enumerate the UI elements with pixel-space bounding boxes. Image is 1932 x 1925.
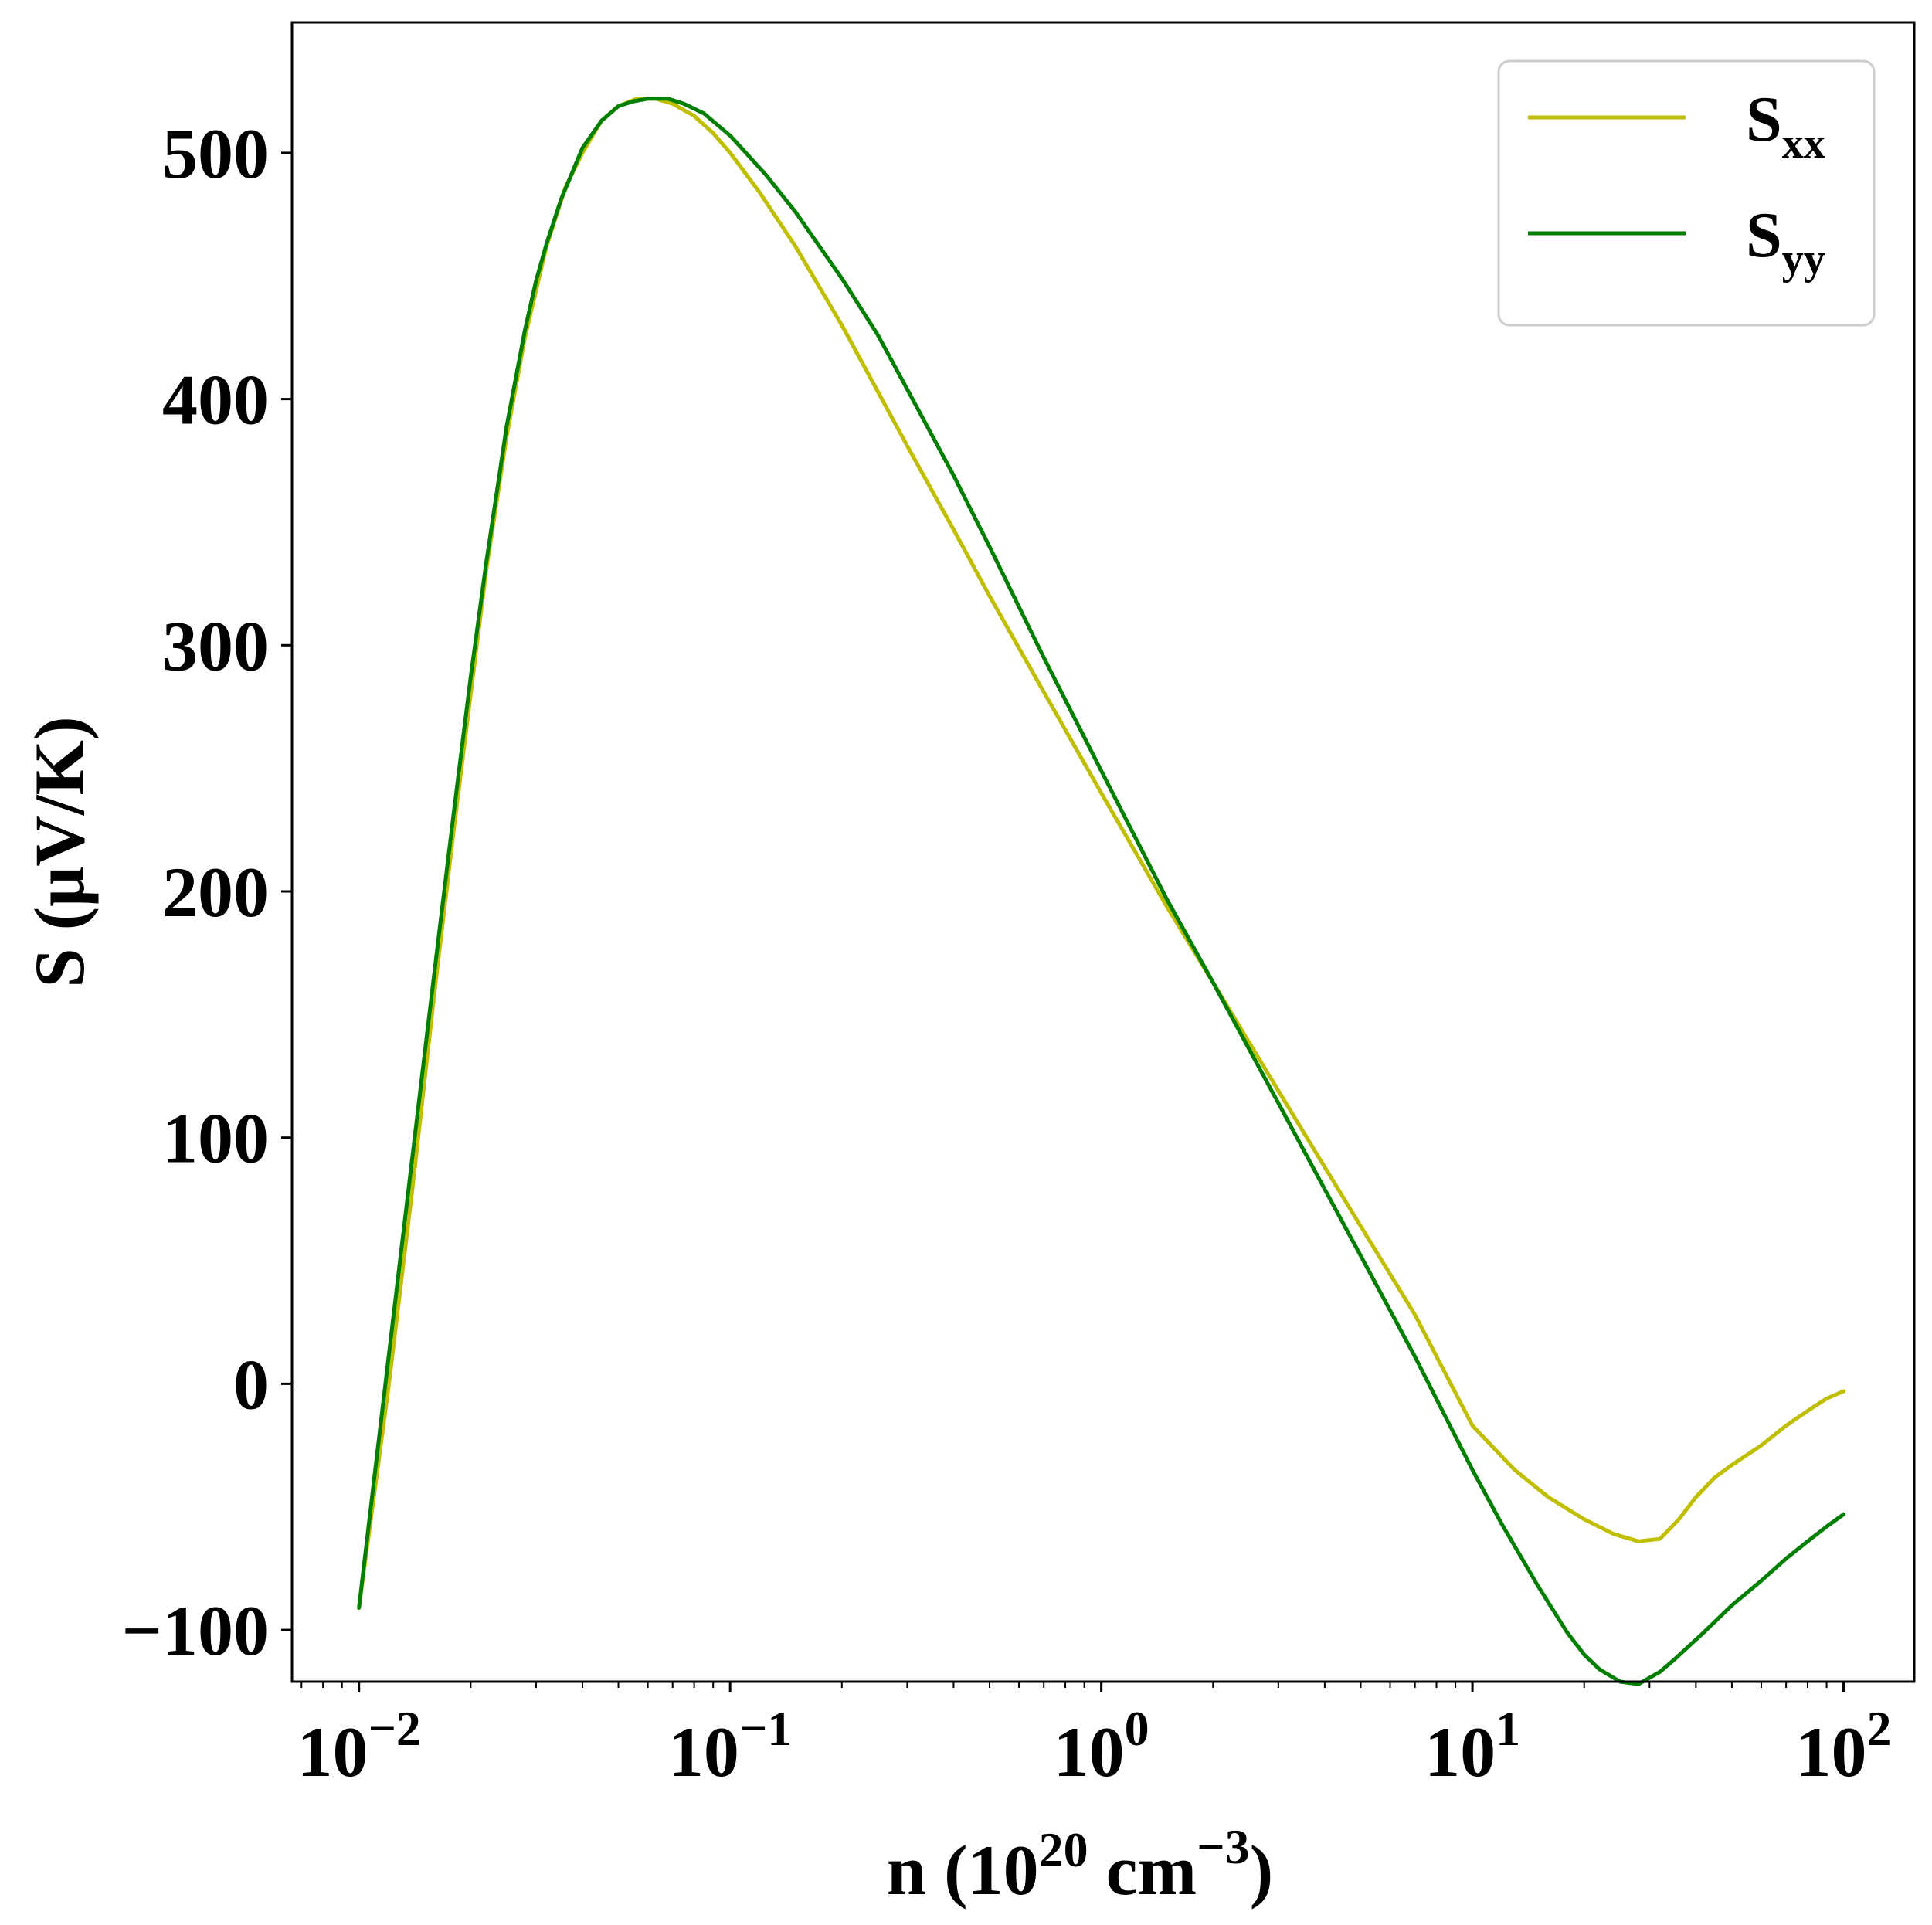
y-tick-label: 500 [162,114,269,193]
x-tick-exponent: −1 [739,1701,792,1756]
series-line-syy [357,97,1846,1686]
y-axis-label: S (μV/K) [20,716,99,987]
x-tick-exponent: −2 [368,1701,420,1756]
x-tick-exponent: 0 [1125,1701,1149,1756]
x-tick-exponent: 1 [1496,1701,1520,1756]
y-tick-label: 0 [233,1345,269,1424]
x-axis-label: n (1020 cm−3) [887,1819,1273,1910]
x-tick-label: 10−1 [668,1701,792,1791]
y-tick-label: 300 [162,606,269,685]
plot-frame [290,21,1916,1683]
x-tick-base: 10 [1054,1713,1125,1791]
y-axis-ticks: −100 0 100 200 300 400 500 [122,114,292,1670]
x-tick-base: 10 [1796,1713,1867,1791]
x-tick-base: 10 [1424,1713,1496,1791]
x-tick-base: 10 [297,1713,368,1791]
x-tick-label: 101 [1424,1701,1520,1791]
legend-box [1497,59,1876,327]
x-tick-label: 10−2 [297,1701,420,1791]
y-tick-label: 100 [162,1099,269,1178]
y-tick-label: 200 [162,853,269,932]
x-tick-base: 10 [668,1713,739,1791]
y-tick-label: 400 [162,361,269,440]
legend-label-sxx: Sxx [1746,83,1825,168]
legend-label-syy: Syy [1746,199,1825,283]
x-tick-label: 102 [1796,1701,1892,1791]
x-tick-exponent: 2 [1867,1701,1892,1756]
legend: Sxx Syy [1497,59,1876,327]
series-lines [357,97,1846,1686]
x-tick-label: 100 [1054,1701,1149,1791]
x-axis-ticks: 10−2 10−1 100 101 102 [297,1682,1892,1791]
series-line-sxx [357,97,1846,1610]
y-tick-label: −100 [122,1591,269,1670]
